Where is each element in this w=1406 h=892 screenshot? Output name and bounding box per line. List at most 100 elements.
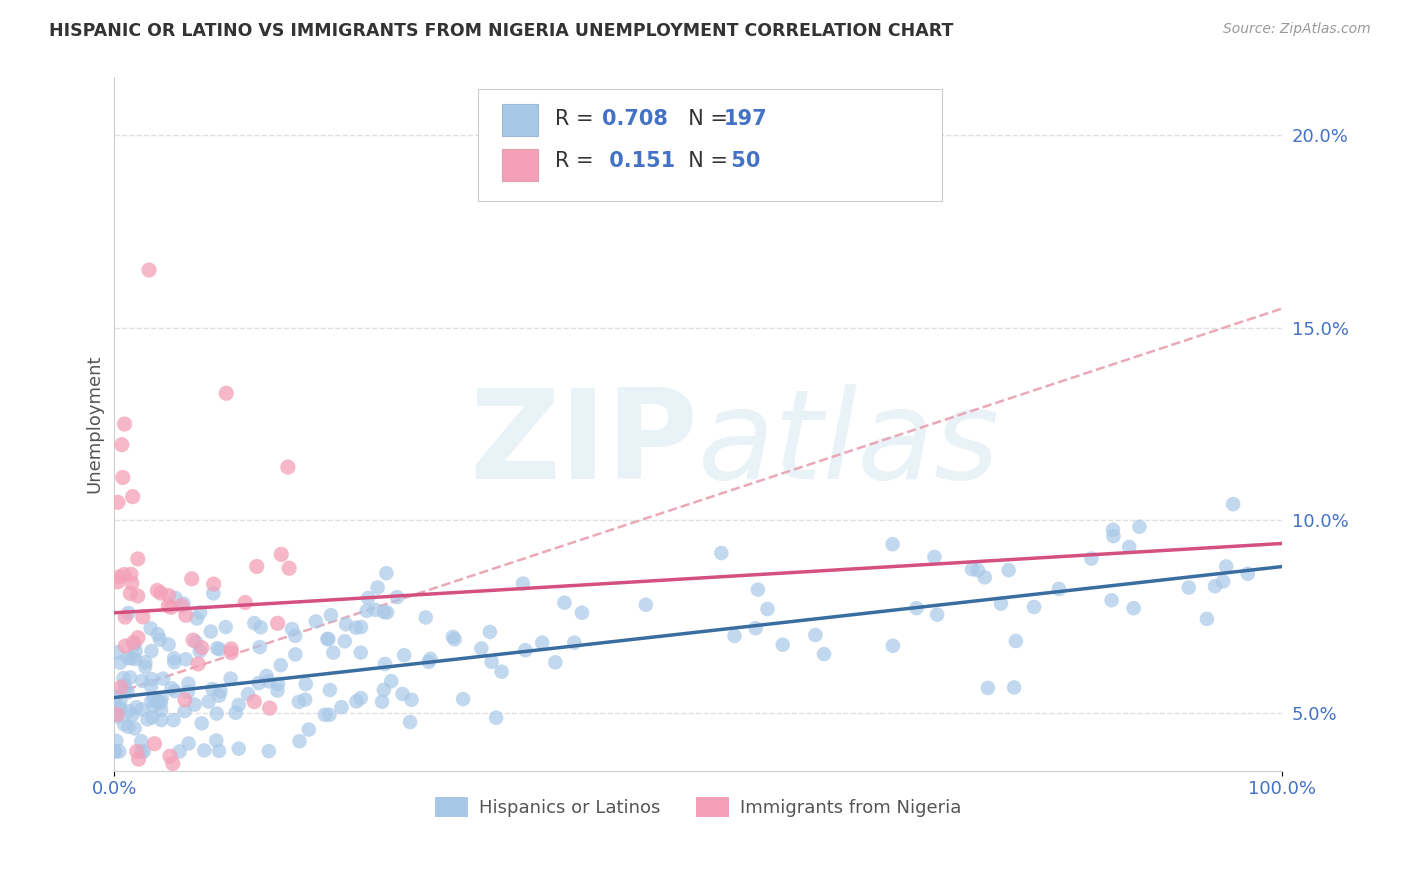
Point — [108, 700, 131, 714]
Point — [121, 490, 143, 504]
Point — [813, 647, 835, 661]
Text: ZIP: ZIP — [470, 384, 699, 506]
Point — [112, 567, 135, 582]
Point — [180, 572, 202, 586]
Point — [120, 586, 142, 600]
Point — [163, 651, 186, 665]
Point — [1212, 574, 1234, 589]
Point — [373, 605, 395, 619]
Point — [744, 621, 766, 635]
Point — [747, 582, 769, 597]
Point — [121, 708, 143, 723]
Point — [146, 627, 169, 641]
Point — [399, 714, 422, 729]
Point — [121, 576, 143, 591]
Point — [256, 669, 278, 683]
Point — [266, 616, 288, 631]
Point — [177, 676, 200, 690]
Text: N =: N = — [675, 109, 734, 128]
Point — [141, 694, 163, 708]
Point — [118, 670, 141, 684]
Point — [288, 695, 311, 709]
Point — [187, 657, 209, 671]
Point — [197, 695, 219, 709]
Point — [284, 629, 307, 643]
Point — [967, 563, 990, 577]
Point — [209, 684, 232, 698]
Point — [107, 574, 129, 589]
Point — [117, 606, 139, 620]
Point — [350, 646, 373, 660]
Point — [215, 620, 238, 634]
Point — [1204, 579, 1226, 593]
Point — [470, 641, 492, 656]
Point — [1102, 529, 1125, 543]
Point — [401, 692, 423, 706]
Point — [120, 567, 142, 582]
Point — [318, 632, 340, 646]
Point — [114, 678, 136, 692]
Point — [233, 595, 256, 609]
Point — [112, 671, 135, 685]
Point — [478, 624, 501, 639]
Point — [485, 711, 508, 725]
Point — [318, 707, 340, 722]
Point — [997, 563, 1019, 577]
Point — [193, 743, 215, 757]
Point — [105, 645, 128, 659]
Point — [186, 611, 208, 625]
Point — [333, 634, 356, 648]
Point — [418, 655, 440, 669]
Point — [481, 655, 503, 669]
Point — [108, 744, 131, 758]
Point — [105, 709, 128, 723]
Text: Source: ZipAtlas.com: Source: ZipAtlas.com — [1223, 22, 1371, 37]
Point — [174, 693, 197, 707]
Point — [298, 723, 321, 737]
Point — [117, 685, 139, 699]
Point — [316, 632, 339, 646]
Point — [266, 683, 288, 698]
Point — [162, 713, 184, 727]
Point — [219, 672, 242, 686]
Point — [257, 674, 280, 689]
Text: N =: N = — [675, 151, 734, 170]
Point — [117, 720, 139, 734]
Point — [977, 681, 1000, 695]
Point — [205, 706, 228, 721]
Point — [259, 701, 281, 715]
Point — [364, 603, 387, 617]
Point — [905, 601, 928, 615]
Point — [314, 707, 336, 722]
Point — [169, 744, 191, 758]
Point — [118, 705, 141, 719]
Point — [1102, 523, 1125, 537]
Point — [335, 617, 357, 632]
Point — [160, 600, 183, 615]
Point — [247, 676, 270, 690]
Point — [107, 495, 129, 509]
Point — [208, 744, 231, 758]
Point — [960, 562, 983, 576]
Point — [305, 615, 328, 629]
Point — [357, 591, 380, 605]
Point — [1118, 540, 1140, 554]
Point — [288, 734, 311, 748]
Point — [157, 637, 180, 651]
Point — [188, 644, 211, 658]
Point — [1128, 520, 1150, 534]
Point — [270, 547, 292, 561]
Point — [205, 641, 228, 656]
Text: R =: R = — [555, 151, 600, 170]
Point — [1047, 582, 1070, 596]
Point — [385, 590, 408, 604]
Text: R =: R = — [555, 109, 600, 128]
Point — [149, 696, 172, 710]
Point — [344, 621, 367, 635]
Point — [392, 648, 415, 663]
Point — [125, 700, 148, 714]
Point — [1005, 634, 1028, 648]
Point — [127, 552, 149, 566]
Point — [104, 690, 127, 704]
Point — [143, 737, 166, 751]
